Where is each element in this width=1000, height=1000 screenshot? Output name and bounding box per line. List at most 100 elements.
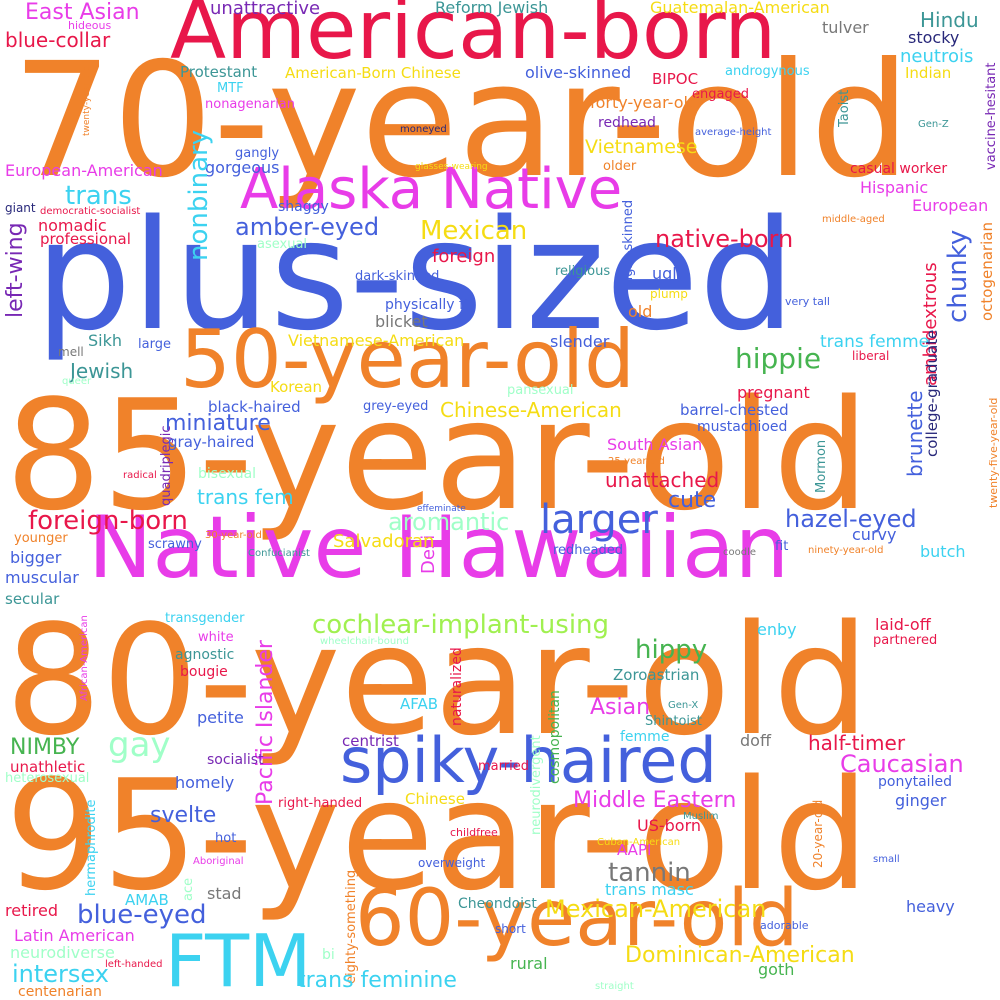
word-fit: fit [775, 539, 789, 554]
word-svelte: svelte [150, 803, 217, 828]
word-taoist: Taoist [837, 89, 852, 127]
word-20-year-old: 20-year-old [811, 799, 825, 868]
word-native-hawaiian: Native Hawaiian [88, 498, 790, 598]
word-trans-fem: trans fem [197, 485, 294, 509]
word-eighty-something: eighty-something [344, 869, 359, 984]
word-homely: homely [175, 773, 235, 792]
word-trans-feminine: trans feminine [297, 968, 457, 993]
word-mexican: Mexican [420, 216, 528, 246]
word-ftm: FTM [165, 919, 312, 1000]
word-cosmopolitan: cosmopolitan [547, 690, 563, 784]
word-heterosexual: heterosexual [5, 771, 90, 786]
word-foreign-born: foreign-born [28, 506, 188, 536]
word-85-year-old: 85-year-old [5, 367, 870, 544]
word-nonagenarian: nonagenarian [205, 97, 296, 112]
word-slender: slender [550, 332, 610, 351]
word-curvy: curvy [852, 525, 897, 544]
word-heavy: heavy [906, 897, 955, 916]
word-childfree: childfree [450, 826, 498, 839]
word-hindu: Hindu [920, 8, 979, 32]
word-casual-worker: casual worker [850, 161, 948, 177]
word-socialist: socialist [207, 752, 264, 768]
word-mustachioed: mustachioed [697, 419, 788, 435]
word-hermaphrodite: hermaphrodite [84, 799, 99, 896]
word-moneyed: moneyed [400, 124, 447, 135]
word-protestant: Protestant [180, 63, 258, 81]
word-white: white [198, 630, 234, 645]
word-redheaded: redheaded [553, 543, 624, 558]
word-doff: doff [740, 731, 771, 750]
word-naturalized: naturalized [449, 647, 465, 726]
word-unathletic: unathletic [10, 758, 86, 776]
word-right-handed: right-handed [278, 796, 363, 811]
word-queer: queer [62, 376, 92, 387]
word-middle-aged: middle-aged [822, 214, 885, 225]
word-60-year-old: 60-year-old [355, 874, 799, 964]
word-dark-skinned: dark-skinned [355, 269, 440, 284]
word-forty-year-old: forty-year-old [590, 93, 699, 112]
word-ginger: ginger [895, 791, 947, 810]
word-pansexual: pansexual [507, 383, 574, 398]
word-mexican-american: Mexican-American [545, 895, 767, 923]
word-bougie: bougie [180, 664, 228, 680]
word-80-year-old: 80-year-old [5, 592, 870, 769]
word-vietnamese: Vietnamese [585, 136, 698, 158]
word-androgynous: androgynous [725, 64, 810, 79]
word-giant: giant [5, 201, 36, 215]
word-dominican-american: Dominican-American [625, 943, 855, 968]
word-nomadic: nomadic [38, 216, 107, 235]
word-tannin: tannin [608, 858, 691, 888]
word-partnered: partnered [873, 633, 938, 648]
word-wheelchair-bound: wheelchair-bound [320, 636, 409, 647]
word-ponytailed: ponytailed [878, 774, 952, 790]
word-afab: AFAB [400, 695, 439, 713]
word-aromantic: aromantic [388, 508, 510, 536]
word-korean: Korean [270, 378, 323, 396]
word-laid-off: laid-off [875, 615, 931, 634]
word-light-skinned: light-skinned [621, 199, 636, 284]
word-gray-haired: gray-haired [168, 433, 255, 451]
word-average-height: average-height [695, 127, 772, 138]
word-zoroastrian: Zoroastrian [613, 666, 700, 684]
word-mtf: MTF [217, 81, 244, 96]
word-centenarian: centenarian [18, 984, 102, 1000]
word-black-haired: black-haired [208, 398, 301, 416]
word-plump: plump [650, 287, 688, 301]
word-bi: bi [322, 947, 335, 963]
word-glasses-wearing: glasses-wearing [415, 162, 488, 172]
word-gorgeous: gorgeous [205, 158, 280, 177]
word-effeminate: effeminate [417, 504, 466, 514]
word-indian: Indian [905, 64, 952, 82]
word-adorable: adorable [760, 919, 809, 932]
word-jewish: Jewish [70, 359, 134, 383]
word-stocky: stocky [908, 28, 960, 47]
word-50-year-old: 50-year-old [180, 313, 635, 406]
word-trans: trans [65, 181, 132, 211]
word-european-american: European-American [5, 161, 163, 180]
word-mell: mell [58, 345, 84, 359]
word-cute: cute [668, 488, 717, 513]
word-ace: ace [181, 877, 196, 901]
word-redhead: redhead [598, 115, 656, 131]
word-intersex: intersex [12, 960, 109, 988]
word-engaged: engaged [692, 87, 749, 102]
word-hot: hot [215, 831, 237, 846]
word-vietnamese-american: Vietnamese-American [288, 331, 465, 350]
word-blicket: blicket [375, 312, 428, 331]
word-old: old [628, 302, 653, 321]
word-gen-x: Gen-X [668, 700, 699, 711]
word-grey-eyed: grey-eyed [363, 399, 429, 414]
word-brunette: brunette [903, 390, 927, 477]
word-neurodiverse: neurodiverse [10, 943, 115, 962]
word-south-asian: South Asian [607, 435, 703, 454]
word-straight: straight [595, 981, 634, 992]
word-25-year-old: 25-year-old [608, 456, 665, 467]
word-younger: younger [14, 531, 68, 546]
word-sikh: Sikh [88, 331, 123, 350]
word-african-american: African-American [79, 615, 90, 701]
word-hazel-eyed: hazel-eyed [785, 505, 917, 533]
word-spiky-haired: spiky-haired [340, 724, 717, 797]
word-half-timer: half-timer [808, 731, 906, 755]
word-trans-masc: trans masc [605, 880, 694, 899]
